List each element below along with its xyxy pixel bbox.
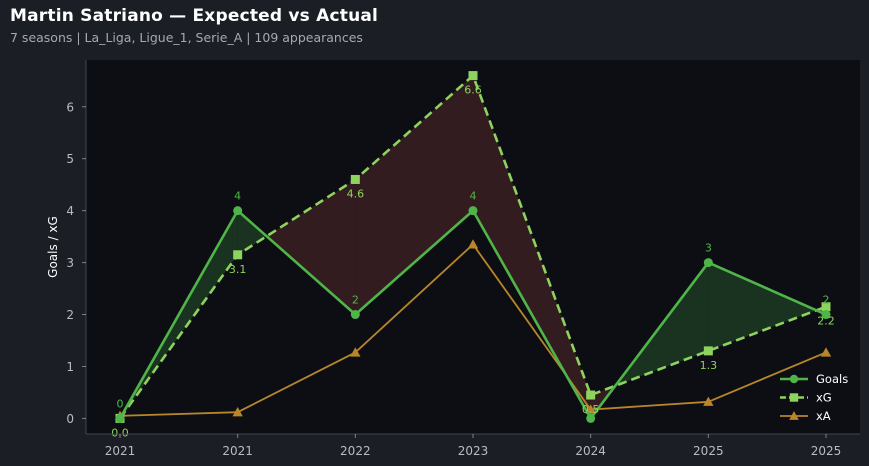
xg-point-2 <box>350 174 360 184</box>
overperformance-fill-5a <box>708 262 817 351</box>
goals-point-6 <box>821 310 831 320</box>
y-tick-label-2: 2 <box>66 308 74 322</box>
xg-point-3 <box>468 71 478 81</box>
xa-point-1 <box>232 407 243 417</box>
series-layer <box>114 71 832 423</box>
legend-xa-label: xA <box>816 409 831 423</box>
x-tick-label-0: 2021 <box>105 444 136 458</box>
xa-point-3 <box>467 239 479 249</box>
xg-point-6 <box>821 302 831 312</box>
overperformance-fill-1a <box>237 210 267 255</box>
x-tick-label-2: 2022 <box>340 444 371 458</box>
goals-label-0: 0 <box>117 397 124 410</box>
x-tick-label-4: 2024 <box>575 444 606 458</box>
xa-point-2 <box>350 347 361 357</box>
goals-label-1: 4 <box>234 190 241 203</box>
y-tick-label-0: 0 <box>66 412 74 426</box>
xg-label-2: 4.6 <box>347 187 365 200</box>
y-axis-title: Goals / xG <box>46 216 60 278</box>
xa-point-6 <box>820 347 832 357</box>
underperformance-fill-1b <box>266 179 356 315</box>
xg-label-6: 2.2 <box>817 315 835 328</box>
x-tick-label-6: 2025 <box>811 444 842 458</box>
legend-xg-label: xG <box>816 391 832 405</box>
goals-point-3 <box>468 206 478 216</box>
goals-label-6: 2 <box>823 294 830 307</box>
goals-label-3: 4 <box>470 190 477 203</box>
chart-title: Martin Satriano — Expected vs Actual <box>10 6 379 26</box>
legend: Goals xG xA <box>780 372 848 423</box>
y-tick-label-1: 1 <box>66 360 74 374</box>
xg-label-0: 0.0 <box>111 426 129 439</box>
goals-label-2: 2 <box>352 294 359 307</box>
xg-point-4 <box>586 390 596 400</box>
goals-point-2 <box>350 310 360 320</box>
xg-point-1 <box>233 250 243 260</box>
x-tick-label-3: 2023 <box>458 444 489 458</box>
legend-goals-marker <box>789 374 799 384</box>
xa-point-5 <box>703 396 714 406</box>
y-tick-label-5: 5 <box>66 152 74 166</box>
xg-label-3: 6.6 <box>464 84 482 97</box>
xg-label-5: 1.3 <box>700 359 718 372</box>
y-tick-label-6: 6 <box>66 100 74 114</box>
y-tick-label-3: 3 <box>66 256 74 270</box>
goals-label-5: 3 <box>705 242 712 255</box>
data-labels-layer: 0 4 2 4 3 2 0.0 3.1 4.6 6.6 0.5 1.3 2.2 <box>111 84 835 440</box>
xg-point-5 <box>703 346 713 356</box>
underperformance-fill-2 <box>355 75 473 315</box>
legend-goals-label: Goals <box>816 372 848 386</box>
xg-label-1: 3.1 <box>229 263 247 276</box>
y-tick-label-4: 4 <box>66 204 74 218</box>
underperformance-fill-3 <box>473 75 591 419</box>
goals-point-5 <box>703 258 713 268</box>
goals-point-1 <box>233 206 243 216</box>
x-tick-label-5: 2025 <box>693 444 724 458</box>
legend-xg-marker <box>789 393 799 402</box>
chart-subtitle: 7 seasons | La_Liga, Ligue_1, Serie_A | … <box>10 30 363 45</box>
xg-label-4: 0.5 <box>582 403 600 416</box>
x-tick-label-1: 2021 <box>222 444 253 458</box>
legend-xa-marker <box>789 411 799 420</box>
goals-point-4 <box>586 413 596 423</box>
goals-point-0 <box>115 413 125 423</box>
